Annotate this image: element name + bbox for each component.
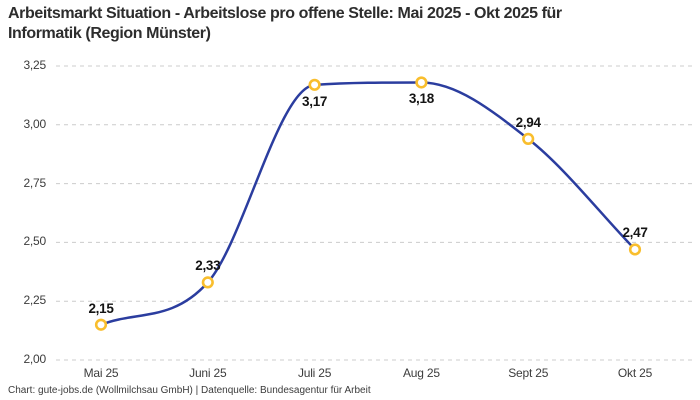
data-point-marker[interactable]: [522, 132, 535, 146]
series-line: [99, 81, 637, 326]
data-point-marker[interactable]: [201, 276, 214, 289]
data-point-label: 2,94: [515, 114, 541, 130]
data-point-label: 2,47: [622, 225, 648, 241]
chart-title-line2: Informatik (Region Münster): [8, 25, 211, 42]
data-point-marker[interactable]: [628, 243, 642, 256]
data-point-marker[interactable]: [415, 76, 428, 89]
chart-footer: Chart: gute-jobs.de (Wollmilchsau GmbH) …: [8, 385, 371, 396]
x-axis-label: Mai 25: [83, 366, 119, 380]
y-axis-tick-label: 2,00: [23, 352, 46, 366]
chart-title-line1: Arbeitsmarkt Situation - Arbeitslose pro…: [8, 5, 562, 22]
x-axis-label: Okt 25: [617, 366, 653, 380]
x-axis-label: Juli 25: [297, 366, 332, 380]
y-axis-tick-label: 3,25: [23, 58, 46, 72]
y-axis-tick-label: 3,00: [23, 116, 46, 131]
data-point-marker[interactable]: [308, 78, 321, 91]
data-point-label: 3,18: [408, 91, 434, 107]
y-axis-tick-label: 2,25: [23, 293, 46, 308]
y-axis-tick-label: 2,50: [23, 234, 46, 249]
data-point-label: 2,33: [195, 258, 221, 274]
data-point-label: 3,17: [302, 93, 328, 109]
data-point-label: 2,15: [88, 300, 114, 316]
chart-title: Arbeitsmarkt Situation - Arbeitslose pro…: [8, 4, 648, 44]
y-axis-tick-label: 2,75: [23, 175, 46, 190]
x-axis-label: Aug 25: [402, 366, 440, 380]
x-axis-label: Sept 25: [508, 366, 549, 380]
data-point-marker[interactable]: [94, 318, 108, 331]
x-axis-label: Juni 25: [189, 366, 227, 380]
